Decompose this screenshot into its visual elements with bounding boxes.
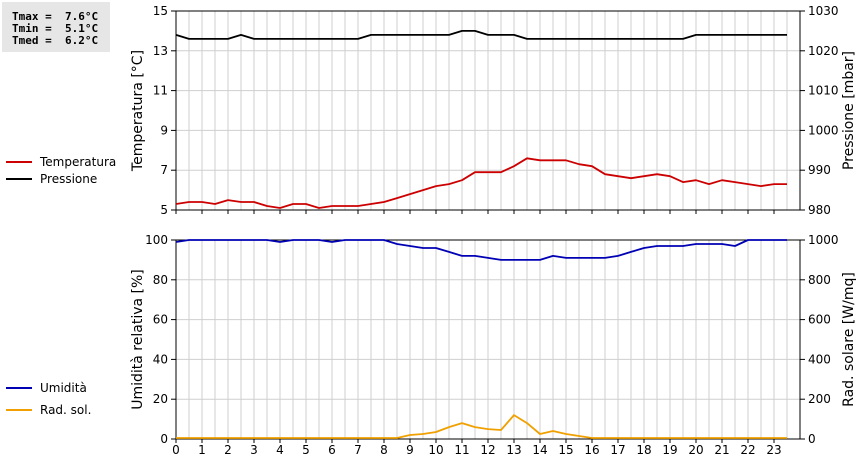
series-line-rad-sol	[176, 414, 787, 439]
y-left-tick-label: 60	[153, 313, 168, 327]
series-line-umidit	[175, 239, 787, 261]
legend-item-rad-sol: Rad. sol.	[6, 402, 91, 418]
x-tick-label: 2	[224, 443, 232, 457]
y-left-tick-label: 5	[160, 203, 168, 217]
y-right-tick-label: 1010	[808, 84, 839, 98]
legend-item-pressione: Pressione	[6, 171, 97, 187]
x-tick-label: 0	[172, 443, 180, 457]
x-tick-label: 23	[766, 443, 781, 457]
legend-item-umidita: Umidità	[6, 380, 87, 396]
legend-label-rad-sol: Rad. sol.	[40, 403, 92, 417]
y-left-tick-label: 15	[153, 4, 168, 18]
y-right-tick-label: 980	[808, 203, 831, 217]
x-tick-label: 6	[328, 443, 336, 457]
tmed-stat: Tmed = 6.2°C	[12, 34, 99, 47]
x-tick-label: 17	[610, 443, 625, 457]
plot-frame	[175, 239, 801, 440]
y-left-tick-label: 11	[153, 84, 168, 98]
y-right-tick-label: 800	[808, 273, 831, 287]
legend-label-pressione: Pressione	[40, 172, 98, 186]
y-right-tick-label: 600	[808, 313, 831, 327]
legend-label-umidita: Umidità	[40, 381, 87, 395]
legend-item-temperatura: Temperatura	[6, 154, 116, 170]
x-tick-label: 12	[480, 443, 495, 457]
plot-frame	[175, 10, 801, 211]
y-left-tick-label: 0	[160, 432, 168, 446]
x-tick-label: 8	[380, 443, 388, 457]
x-tick-label: 22	[740, 443, 755, 457]
y-left-tick-label: 80	[153, 273, 168, 287]
y-right-tick-label: 200	[808, 392, 831, 406]
y-right-axis-label: Rad. solare [W/mq]	[841, 272, 857, 407]
y-right-tick-label: 990	[808, 163, 831, 177]
y-left-axis-label: Umidità relativa [%]	[130, 269, 146, 410]
y-right-tick-label: 1000	[808, 123, 839, 137]
y-left-tick-label: 20	[153, 392, 168, 406]
x-tick-label: 14	[532, 443, 547, 457]
y-right-tick-label: 0	[808, 432, 816, 446]
legend-swatch-temperatura	[6, 161, 32, 163]
x-tick-label: 3	[250, 443, 258, 457]
x-tick-label: 20	[688, 443, 703, 457]
x-tick-label: 5	[302, 443, 310, 457]
x-tick-label: 15	[558, 443, 573, 457]
y-left-axis-label: Temperatura [°C]	[130, 50, 146, 172]
x-tick-label: 7	[354, 443, 362, 457]
series-line-temperatura	[175, 157, 787, 209]
y-right-tick-label: 1020	[808, 44, 839, 58]
y-left-tick-label: 9	[160, 123, 168, 137]
y-left-tick-label: 40	[153, 352, 168, 366]
x-tick-label: 13	[506, 443, 521, 457]
legend-swatch-pressione	[6, 178, 32, 180]
tmin-stat: Tmin = 5.1°C	[12, 22, 99, 35]
x-tick-label: 1	[198, 443, 206, 457]
x-tick-label: 21	[714, 443, 729, 457]
top-chart-panel: 5 7 9 11 13 15 980 990 1000 1010 1020 1030 Temperatu…	[130, 4, 857, 217]
x-tick-label: 4	[276, 443, 284, 457]
y-right-tick-label: 1000	[808, 233, 839, 247]
y-left-tick-label: 100	[145, 233, 168, 247]
series-line-pressione	[175, 29, 787, 40]
y-left-tick-label: 13	[153, 44, 168, 58]
y-right-axis-label: Pressione [mbar]	[841, 51, 857, 170]
x-tick-label: 18	[636, 443, 651, 457]
y-right-tick-label: 400	[808, 352, 831, 366]
x-tick-label: 19	[662, 443, 677, 457]
x-tick-label: 10	[428, 443, 443, 457]
stats-box: Tmax = 7.6°C Tmin = 5.1°C Tmed = 6.2°C	[2, 2, 110, 52]
tmax-stat: Tmax = 7.6°C	[12, 10, 99, 23]
legend-swatch-rad-sol	[6, 409, 32, 411]
legend-swatch-umidita	[6, 387, 32, 389]
y-left-tick-label: 7	[160, 163, 168, 177]
y-right-tick-label: 1030	[808, 4, 839, 18]
x-tick-label: 9	[406, 443, 414, 457]
x-tick-label: 11	[454, 443, 469, 457]
x-tick-label: 16	[584, 443, 599, 457]
legend-label-temperatura: Temperatura	[40, 155, 117, 169]
